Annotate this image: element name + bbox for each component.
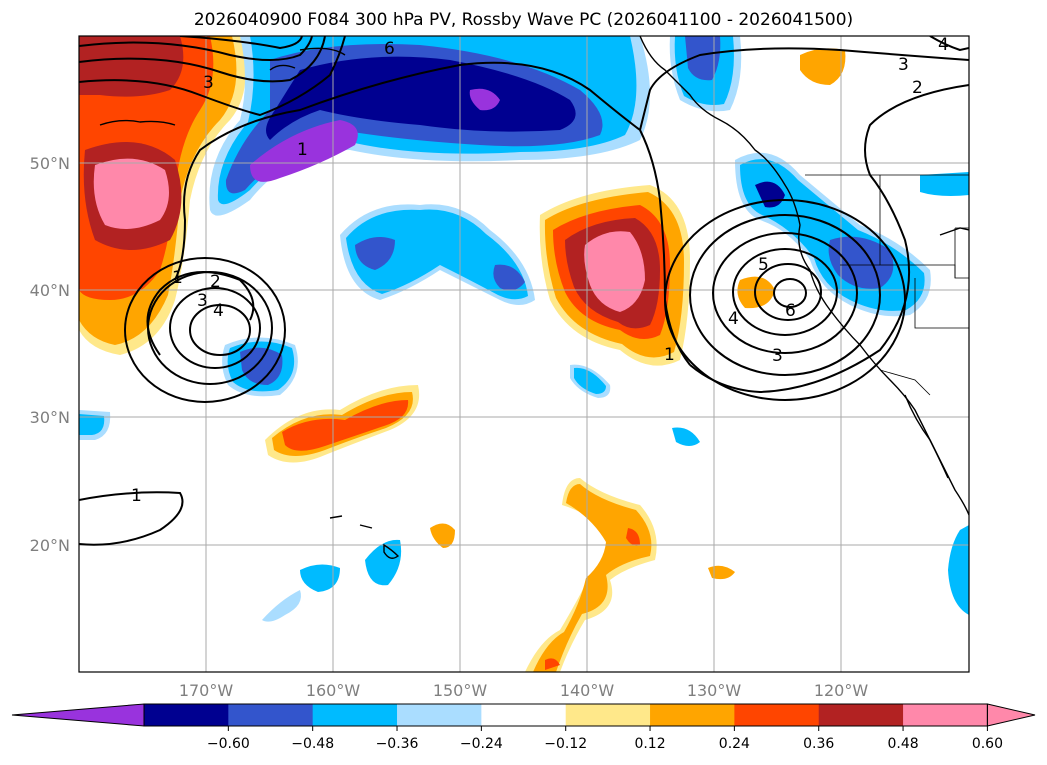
contour-label: 2 — [912, 78, 923, 98]
contour-label: 4 — [728, 309, 739, 329]
colorbar-tick-label: −0.24 — [460, 736, 503, 752]
colorbar-bin — [734, 704, 820, 726]
lat-label: 30°N — [30, 408, 70, 427]
positive-anomaly-south — [525, 478, 657, 672]
colorbar-tick-label: 0.48 — [887, 736, 918, 752]
pv-field: 1 3 6 1 2 3 4 1 5 6 4 3 3 2 4 1 — [79, 35, 969, 672]
small-anomalies — [262, 48, 846, 622]
colorbar-bin — [481, 704, 567, 726]
contour-label: 3 — [772, 346, 783, 366]
colorbar-tick-label: −0.12 — [544, 736, 587, 752]
contour-label: 1 — [664, 345, 675, 365]
contour-label: 6 — [384, 39, 395, 59]
contour-label: 4 — [938, 35, 949, 55]
colorbar-extend-low — [11, 703, 145, 727]
colorbar-bin — [650, 704, 735, 726]
positive-anomaly-subtropical — [265, 385, 420, 463]
contour-label: 1 — [172, 268, 183, 288]
latitude-labels: 50°N 40°N 30°N 20°N — [30, 154, 70, 555]
lat-label: 50°N — [30, 154, 70, 173]
contour-label: 6 — [785, 301, 796, 321]
map-title: 2026040900 F084 300 hPa PV, Rossby Wave … — [193, 10, 854, 30]
contour-label: 4 — [213, 301, 224, 321]
negative-anomaly-central — [340, 204, 535, 305]
colorbar-tick-label: 0.36 — [803, 736, 834, 752]
lon-label: 170°W — [179, 681, 234, 700]
colorbar-tick-label: 0.60 — [972, 736, 1003, 752]
contour-label: 3 — [203, 73, 214, 93]
colorbar-tick-label: 0.12 — [634, 736, 665, 752]
lon-label: 120°W — [814, 681, 869, 700]
contour-label: 1 — [131, 486, 142, 506]
contour-label: 1 — [297, 140, 308, 160]
contour-label: 2 — [210, 272, 221, 292]
positive-anomaly-northwest — [79, 36, 246, 355]
colorbar-bin — [818, 704, 904, 726]
colorbar-extend-high — [986, 703, 1036, 727]
lat-label: 20°N — [30, 536, 70, 555]
colorbar-tick-label: −0.48 — [291, 736, 334, 752]
colorbar-tick-label: 0.24 — [719, 736, 750, 752]
colorbar-bin — [903, 704, 988, 726]
colorbar-bin — [144, 704, 229, 726]
lon-label: 140°W — [560, 681, 615, 700]
positive-anomaly-east-pacific — [539, 185, 775, 366]
longitude-labels: 170°W 160°W 150°W 140°W 130°W 120°W — [179, 681, 869, 700]
lat-label: 40°N — [30, 281, 70, 300]
colorbar-bin — [228, 704, 314, 726]
lon-label: 130°W — [687, 681, 742, 700]
lon-label: 150°W — [433, 681, 488, 700]
colorbar-bin — [397, 704, 482, 726]
contour-label: 5 — [758, 255, 769, 275]
colorbar-tick-label: −0.36 — [376, 736, 419, 752]
colorbar: −0.60 −0.48 −0.36 −0.24 −0.12 0.12 0.24 0.36 0.4… — [11, 703, 1036, 752]
negative-anomaly-north-pacific — [209, 36, 650, 216]
contour-label: 3 — [197, 291, 208, 311]
negative-anomaly-west-low — [222, 337, 298, 397]
colorbar-bin — [312, 704, 398, 726]
colorbar-tick-label: −0.60 — [207, 736, 250, 752]
contours — [79, 36, 969, 546]
colorbar-bin — [565, 704, 651, 726]
plot-frame — [78, 35, 970, 673]
lon-label: 160°W — [306, 681, 361, 700]
contour-labels: 1 3 6 1 2 3 4 1 5 6 4 3 3 2 4 1 — [131, 35, 949, 506]
contour-label: 3 — [898, 55, 909, 75]
